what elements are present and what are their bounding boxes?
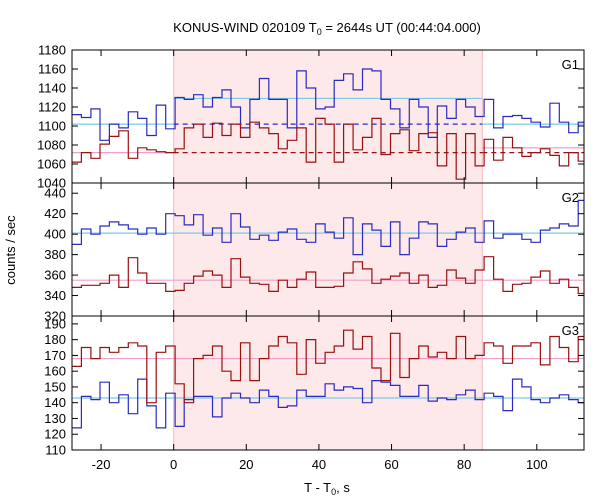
panel-label: G2 [562,190,579,205]
y-tick-label: 1180 [38,43,66,58]
y-tick-label: 1040 [37,176,66,191]
y-tick-label: 320 [44,309,66,324]
chart-title: KONUS-WIND 020109 T0 = 2644s UT (00:44:0… [173,20,481,37]
y-tick-label: 1080 [37,138,66,153]
plot-area: 10401060108011001120114011601180G1320340… [37,43,585,472]
x-tick-label: 60 [384,457,398,472]
y-tick-label: 1120 [38,100,66,115]
y-tick-label: 130 [44,411,66,426]
y-tick-label: 1160 [38,62,66,77]
series-red-histogram [72,329,584,404]
y-tick-label: 140 [44,395,66,410]
highlight-interval [173,50,483,450]
y-tick-label: 1060 [37,157,66,172]
x-axis-label-subscript: 0 [331,487,336,497]
y-tick-label: 380 [44,247,66,262]
y-tick-label: 170 [44,348,66,363]
y-tick-label: 110 [45,443,66,458]
x-tick-label: 100 [526,457,548,472]
x-tick-label: 40 [312,457,326,472]
y-tick-label: 180 [44,332,66,347]
panel-label: G3 [562,323,579,338]
x-tick-label: 80 [457,457,471,472]
x-tick-label: -20 [92,457,111,472]
y-tick-label: 120 [44,427,66,442]
y-tick-label: 1140 [38,81,66,96]
y-tick-label: 340 [44,288,66,303]
series-blue-histogram [72,68,584,141]
y-tick-label: 190 [44,316,66,331]
y-tick-label: 150 [44,379,66,394]
series-red-histogram [72,256,584,295]
y-tick-label: 160 [44,364,66,379]
panel-g1: 1040 1060 1080 1100 1120 1140 1160 1180 G1 [37,43,585,191]
x-tick-label: 0 [170,457,177,472]
y-tick-label: 1100 [38,119,66,134]
y-tick-label: 400 [44,227,66,242]
series-red-histogram [72,117,584,180]
series-blue-histogram [72,199,584,256]
x-axis-label: T - T0, s [304,480,350,497]
chart-title-subscript: 0 [317,27,322,37]
y-tick-label: 360 [44,268,66,283]
y-axis-label: counts / sec [3,215,18,285]
series-blue-histogram [72,378,584,429]
panel-label: G1 [562,57,579,72]
x-tick-label: 20 [239,457,253,472]
panel-frame [71,315,585,451]
y-tick-label: 420 [44,206,66,221]
y-tick-label: 440 [44,186,66,201]
